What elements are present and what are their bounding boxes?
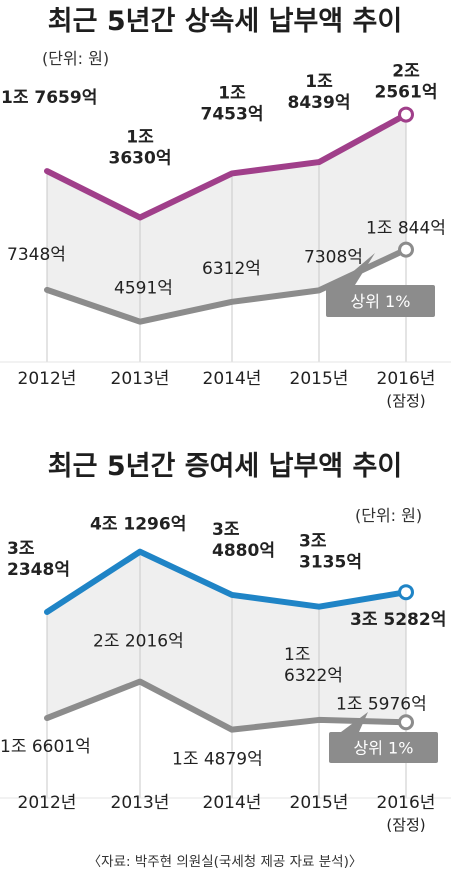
- data-label: 1조 6322억: [284, 645, 343, 686]
- source-note: 〈자료: 박주현 의원실(국세청 제공 자료 분석)〉: [88, 854, 363, 870]
- data-label: 7348억: [7, 245, 66, 265]
- x-tick-label: 2016년: [377, 369, 436, 389]
- series-line-1: [44, 111, 409, 221]
- data-label: 6312억: [202, 259, 261, 279]
- data-label: 1조 7453억: [201, 83, 264, 124]
- unit-label: (단위: 원): [42, 49, 109, 68]
- data-label: 1조 6601억: [0, 737, 91, 757]
- series-line-2: [44, 678, 409, 733]
- data-label: 1조 844억: [366, 219, 446, 239]
- x-tick-label: 2012년: [18, 369, 77, 389]
- data-label: 1조 4879억: [172, 750, 263, 770]
- x-tick-label: 2015년: [290, 793, 349, 813]
- chart-1: 최근 5년간 상속세 납부액 추이 (단위: 원) 상위 1% 2012년 2013년 2…: [0, 6, 451, 410]
- series-line-1: [44, 548, 409, 615]
- data-label: 3조 2348억: [7, 539, 70, 580]
- end-marker: [398, 714, 414, 731]
- x-tick-label: 2013년: [111, 793, 170, 813]
- data-label: 4조 1296억: [90, 515, 186, 535]
- data-label: 1조 7659억: [1, 88, 97, 108]
- badge-pointer: [341, 712, 368, 732]
- badge-pointer: [337, 253, 375, 285]
- data-label: 3조 4880억: [212, 520, 275, 561]
- end-marker: [398, 106, 414, 123]
- data-label: 3조 3135억: [299, 532, 362, 573]
- badge-box: [326, 285, 435, 317]
- data-label: 7308억: [304, 247, 363, 267]
- end-marker: [398, 584, 414, 601]
- data-label: 1조 3630억: [109, 128, 172, 169]
- unit-label: (단위: 원): [355, 506, 422, 525]
- badge-label: 상위 1%: [354, 739, 414, 758]
- data-label: 4591억: [114, 279, 173, 299]
- x-tick-label: 2015년: [290, 369, 349, 389]
- chart-2: 최근 5년간 증여세 납부액 추이 (단위: 원) 상위 1% 2012년 2013년 2…: [0, 451, 451, 834]
- x-tick-note: (잠정): [386, 816, 425, 834]
- data-label: 1조 5976억: [336, 694, 427, 714]
- band-fill: [47, 551, 406, 730]
- chart-title: 최근 5년간 상속세 납부액 추이: [48, 6, 402, 37]
- x-tick-label: 2014년: [203, 793, 262, 813]
- chart-title: 최근 5년간 증여세 납부액 추이: [48, 451, 402, 482]
- data-label: 2조 2016억: [93, 632, 184, 652]
- x-tick-label: 2012년: [18, 793, 77, 813]
- data-label: 1조 8439억: [288, 72, 351, 113]
- badge-box: [329, 732, 438, 763]
- data-label: 3조 5282억: [350, 610, 446, 630]
- x-tick-label: 2016년: [377, 793, 436, 813]
- x-tick-label: 2014년: [203, 369, 262, 389]
- x-tick-note: (잠정): [386, 392, 425, 410]
- band-fill: [47, 114, 406, 322]
- x-tick-label: 2013년: [111, 369, 170, 389]
- data-label: 2조 2561억: [375, 62, 438, 103]
- end-marker: [398, 241, 414, 258]
- badge-label: 상위 1%: [351, 292, 411, 311]
